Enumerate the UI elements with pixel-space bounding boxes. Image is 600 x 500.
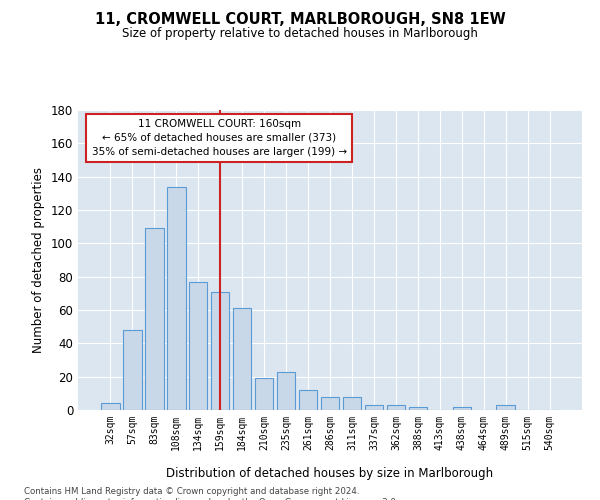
Bar <box>123 330 142 410</box>
Bar <box>189 282 208 410</box>
Bar <box>343 396 361 410</box>
Text: Distribution of detached houses by size in Marlborough: Distribution of detached houses by size … <box>166 468 494 480</box>
Text: Contains HM Land Registry data © Crown copyright and database right 2024.
Contai: Contains HM Land Registry data © Crown c… <box>24 488 398 500</box>
Bar <box>145 228 164 410</box>
Bar <box>365 405 383 410</box>
Y-axis label: Number of detached properties: Number of detached properties <box>32 167 45 353</box>
Bar <box>211 292 229 410</box>
Bar <box>496 405 515 410</box>
Bar <box>409 406 427 410</box>
Bar <box>167 186 185 410</box>
Bar <box>255 378 274 410</box>
Bar <box>452 406 471 410</box>
Bar <box>233 308 251 410</box>
Bar <box>299 390 317 410</box>
Text: 11 CROMWELL COURT: 160sqm
← 65% of detached houses are smaller (373)
35% of semi: 11 CROMWELL COURT: 160sqm ← 65% of detac… <box>92 119 347 157</box>
Text: 11, CROMWELL COURT, MARLBOROUGH, SN8 1EW: 11, CROMWELL COURT, MARLBOROUGH, SN8 1EW <box>95 12 505 28</box>
Bar <box>101 404 119 410</box>
Bar <box>320 396 340 410</box>
Bar <box>277 372 295 410</box>
Text: Size of property relative to detached houses in Marlborough: Size of property relative to detached ho… <box>122 28 478 40</box>
Bar <box>386 405 405 410</box>
